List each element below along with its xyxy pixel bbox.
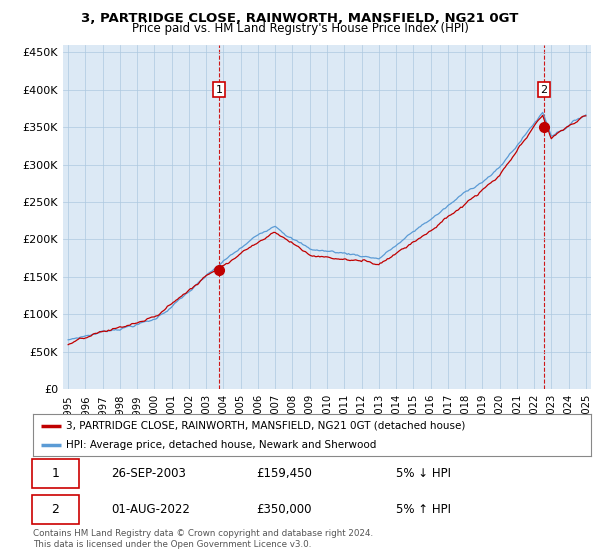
Text: £159,450: £159,450	[256, 467, 312, 480]
Text: 1: 1	[215, 85, 223, 95]
Text: 01-AUG-2022: 01-AUG-2022	[111, 503, 190, 516]
Text: £350,000: £350,000	[256, 503, 312, 516]
Text: 1: 1	[52, 467, 59, 480]
Text: 3, PARTRIDGE CLOSE, RAINWORTH, MANSFIELD, NG21 0GT (detached house): 3, PARTRIDGE CLOSE, RAINWORTH, MANSFIELD…	[67, 421, 466, 431]
Text: 3, PARTRIDGE CLOSE, RAINWORTH, MANSFIELD, NG21 0GT: 3, PARTRIDGE CLOSE, RAINWORTH, MANSFIELD…	[82, 12, 518, 25]
Text: 5% ↓ HPI: 5% ↓ HPI	[396, 467, 451, 480]
FancyBboxPatch shape	[32, 494, 79, 524]
Text: 2: 2	[52, 503, 59, 516]
Text: 2: 2	[541, 85, 548, 95]
FancyBboxPatch shape	[32, 459, 79, 488]
Text: 26-SEP-2003: 26-SEP-2003	[111, 467, 186, 480]
Text: HPI: Average price, detached house, Newark and Sherwood: HPI: Average price, detached house, Newa…	[67, 440, 377, 450]
Text: Price paid vs. HM Land Registry's House Price Index (HPI): Price paid vs. HM Land Registry's House …	[131, 22, 469, 35]
Text: Contains HM Land Registry data © Crown copyright and database right 2024.
This d: Contains HM Land Registry data © Crown c…	[33, 529, 373, 549]
Text: 5% ↑ HPI: 5% ↑ HPI	[396, 503, 451, 516]
